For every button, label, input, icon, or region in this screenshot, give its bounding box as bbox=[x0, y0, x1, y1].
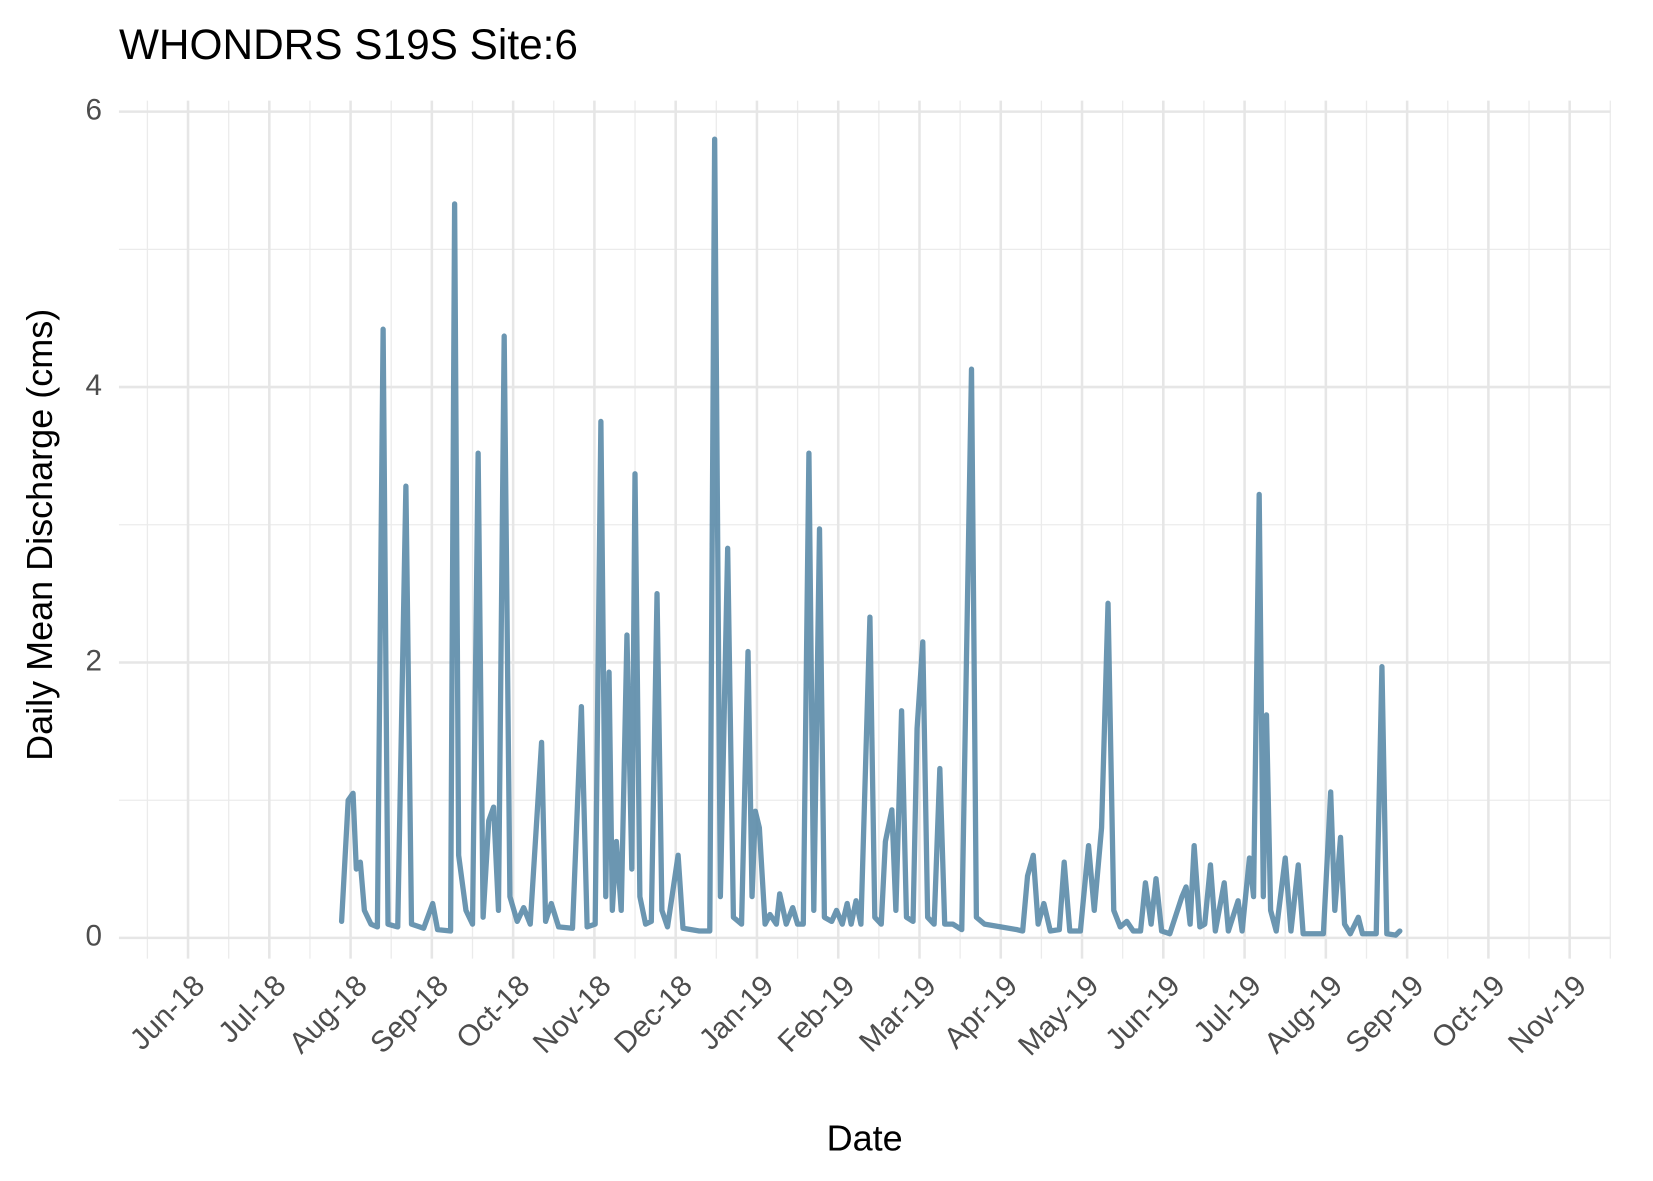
x-tick-label: Nov-19 bbox=[1502, 969, 1593, 1060]
x-tick-label: Dec-18 bbox=[608, 969, 699, 1060]
x-tick-label: Feb-19 bbox=[772, 969, 862, 1059]
y-tick-label: 2 bbox=[86, 644, 103, 677]
chart-title: WHONDRS S19S Site:6 bbox=[119, 21, 578, 68]
x-tick-label: Jul-18 bbox=[212, 969, 292, 1049]
x-tick-label: Sep-18 bbox=[364, 969, 455, 1060]
x-tick-label: May-19 bbox=[1012, 969, 1105, 1062]
y-tick-label: 0 bbox=[86, 920, 103, 953]
x-tick-label: Oct-19 bbox=[1425, 969, 1511, 1055]
x-tick-label: Jul-19 bbox=[1187, 969, 1267, 1049]
x-tick-label: Jun-18 bbox=[124, 969, 211, 1056]
y-tick-label: 4 bbox=[86, 369, 103, 402]
x-tick-label: Aug-18 bbox=[283, 969, 374, 1060]
y-axis-title: Daily Mean Discharge (cms) bbox=[19, 309, 60, 761]
x-axis-title: Date bbox=[827, 1117, 903, 1158]
x-tick-label: Jun-19 bbox=[1099, 969, 1186, 1056]
x-tick-label: Mar-19 bbox=[853, 969, 943, 1059]
x-tick-label: Aug-19 bbox=[1258, 969, 1349, 1060]
data-line bbox=[338, 136, 1403, 938]
x-tick-label: Sep-19 bbox=[1339, 969, 1430, 1060]
y-tick-label: 6 bbox=[86, 93, 103, 126]
x-tick-label: Apr-19 bbox=[938, 969, 1024, 1055]
x-tick-label: Jan-19 bbox=[693, 969, 780, 1056]
x-tick-label: Oct-18 bbox=[450, 969, 536, 1055]
x-tick-label: Nov-18 bbox=[527, 969, 618, 1060]
